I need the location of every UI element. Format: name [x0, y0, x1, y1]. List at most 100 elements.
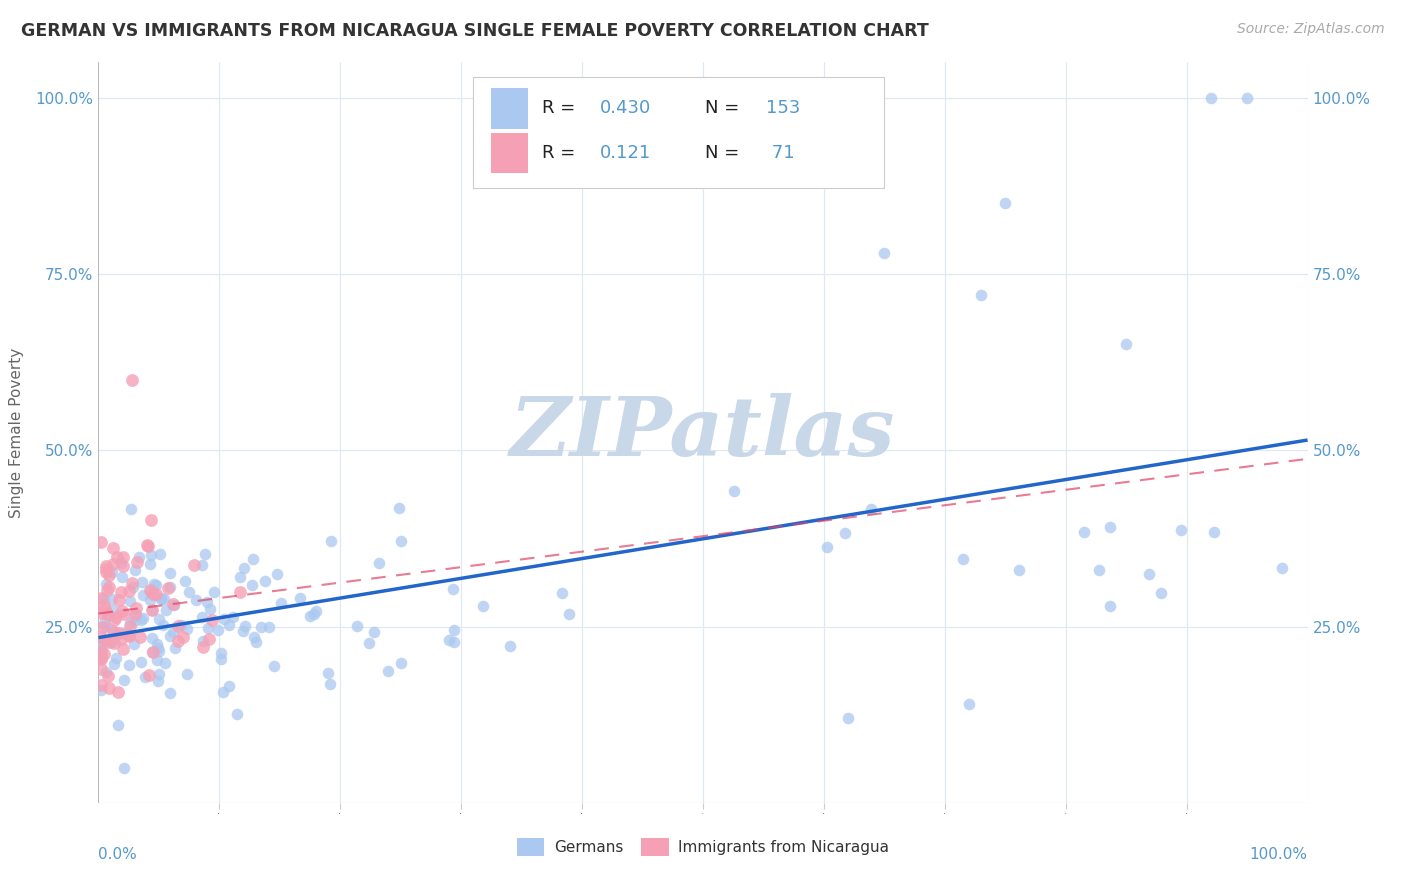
Point: [107, 592, 129, 607]
Point: [120, 502, 142, 516]
Point: [101, 558, 124, 572]
Point: [156, 581, 179, 595]
Point: [1008, 563, 1031, 577]
Point: [118, 628, 141, 642]
Point: [139, 558, 162, 572]
Point: [101, 624, 124, 638]
Point: [94, 566, 117, 580]
Point: [245, 635, 267, 649]
Point: [145, 653, 167, 667]
Point: [558, 607, 581, 622]
Point: [499, 640, 522, 654]
Point: [94, 665, 117, 679]
Point: [141, 631, 163, 645]
Point: [1204, 524, 1226, 539]
Point: [132, 588, 155, 602]
Point: [152, 618, 174, 632]
Point: [471, 599, 494, 613]
Point: [174, 574, 197, 589]
Point: [90, 534, 112, 549]
Point: [363, 625, 385, 640]
Point: [122, 580, 145, 594]
Point: [218, 679, 240, 693]
Text: R =: R =: [543, 144, 586, 161]
Point: [148, 612, 170, 626]
Point: [957, 697, 980, 711]
Text: N =: N =: [706, 144, 745, 161]
Point: [304, 607, 326, 621]
Point: [93, 591, 115, 605]
Point: [195, 594, 218, 608]
Point: [90, 650, 112, 665]
Point: [111, 550, 134, 565]
Text: 0.0%: 0.0%: [98, 847, 138, 863]
Point: [143, 576, 166, 591]
Point: [94, 562, 117, 576]
Point: [118, 616, 141, 631]
Point: [97, 608, 120, 623]
Legend: Germans, Immigrants from Nicaragua: Germans, Immigrants from Nicaragua: [510, 832, 896, 862]
Point: [1271, 560, 1294, 574]
Point: [191, 634, 214, 648]
Point: [94, 633, 117, 648]
Point: [159, 685, 181, 699]
Point: [159, 629, 181, 643]
Point: [90, 648, 112, 663]
Point: [359, 636, 381, 650]
Bar: [492, 88, 527, 129]
Point: [176, 622, 198, 636]
Point: [107, 685, 129, 699]
Point: [550, 586, 572, 600]
Point: [346, 618, 368, 632]
Point: [122, 614, 145, 628]
Point: [96, 607, 118, 622]
Point: [118, 629, 141, 643]
Point: [101, 635, 124, 649]
Point: [225, 706, 247, 721]
Point: [194, 547, 217, 561]
Point: [298, 608, 321, 623]
Point: [90, 606, 112, 620]
Point: [155, 602, 177, 616]
Point: [104, 651, 127, 665]
Point: [128, 550, 150, 565]
Point: [111, 570, 134, 584]
Point: [145, 637, 167, 651]
Point: [389, 657, 412, 671]
Point: [149, 547, 172, 561]
Point: [139, 592, 162, 607]
Point: [125, 607, 148, 622]
Point: [184, 593, 207, 607]
Text: R =: R =: [543, 99, 581, 118]
Point: [159, 566, 181, 581]
Point: [270, 596, 292, 610]
Point: [101, 603, 124, 617]
Point: [316, 665, 339, 680]
Point: [94, 577, 117, 591]
Point: [111, 641, 134, 656]
Point: [103, 636, 125, 650]
Point: [93, 599, 115, 613]
Point: [90, 678, 112, 692]
Point: [136, 540, 159, 554]
Point: [142, 645, 165, 659]
Point: [155, 656, 177, 670]
Point: [118, 619, 141, 633]
Point: [263, 658, 285, 673]
Point: [994, 196, 1017, 211]
Point: [90, 683, 112, 698]
Point: [132, 611, 155, 625]
Point: [101, 541, 124, 555]
Point: [207, 624, 229, 638]
Point: [139, 584, 162, 599]
Point: [103, 624, 125, 639]
Point: [815, 540, 838, 554]
Point: [141, 512, 163, 526]
Point: [970, 288, 993, 302]
Point: [233, 618, 256, 632]
Point: [209, 651, 232, 665]
Point: [441, 582, 464, 596]
Point: [142, 587, 165, 601]
Text: GERMAN VS IMMIGRANTS FROM NICARAGUA SINGLE FEMALE POVERTY CORRELATION CHART: GERMAN VS IMMIGRANTS FROM NICARAGUA SING…: [21, 22, 929, 40]
Point: [96, 582, 118, 597]
